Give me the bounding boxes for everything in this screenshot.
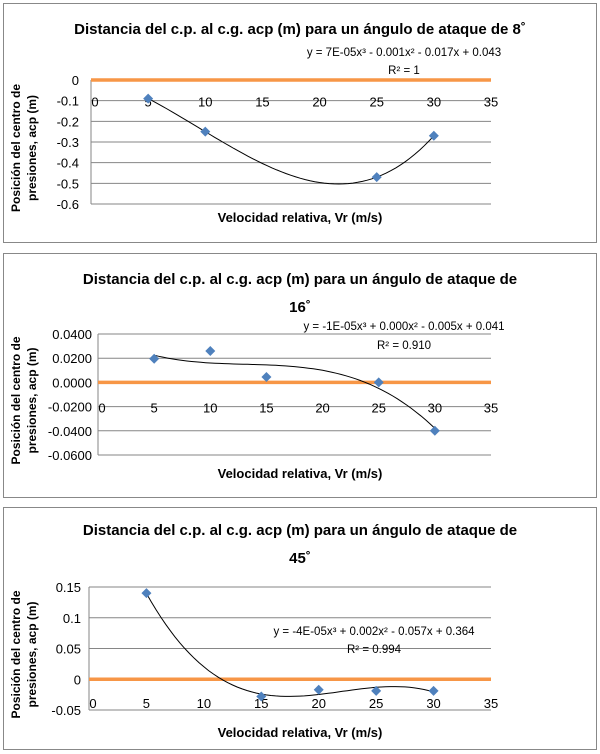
chart-1: Distancia del c.p. al c.g. acp (m) para … [3,3,597,243]
x-tick-label: 30 [426,696,440,711]
trendline-r2: R² = 0.910 [377,340,431,352]
y-tick-label: 0 [72,73,79,88]
data-point [428,685,439,696]
trendline [145,593,434,697]
x-tick-label: 25 [369,696,383,711]
x-axis-title: Velocidad relativa, Vr (m/s) [218,466,383,481]
trendline-r2: R² = 1 [388,65,420,77]
trendline-equation: y = 7E-05x³ - 0.001x² - 0.017x + 0.043 [307,47,501,59]
chart-2: Distancia del c.p. al c.g. acp (m) para … [3,253,597,498]
data-point [371,172,382,183]
y-tick-label: 0 [74,672,81,687]
y-tick-label: -0.0200 [48,400,92,415]
data-point [261,371,272,382]
x-tick-label: 35 [484,95,498,110]
x-tick-label: 0 [89,696,96,711]
y-axis-title: Posición del centro de [9,590,23,718]
x-tick-label: 20 [311,696,325,711]
trendline-equation: y = -4E-05x³ + 0.002x² - 0.057x + 0.364 [273,626,475,638]
trendline-r2: R² = 0.994 [347,644,402,656]
x-tick-label: 0 [98,401,105,416]
y-tick-label: -0.0600 [48,448,92,463]
x-tick-label: 30 [428,401,442,416]
chart-title: 45˚ [289,550,311,567]
y-tick-label: 0.0000 [52,375,92,390]
data-point [143,93,154,104]
x-tick-label: 30 [427,95,441,110]
y-axis-title: presiones, acp (m) [25,95,39,201]
data-point [205,345,216,356]
chart-2-svg: Distancia del c.p. al c.g. acp (m) para … [9,271,517,481]
y-tick-label: 0.15 [56,580,81,595]
y-tick-label: -0.0400 [48,424,92,439]
x-tick-label: 25 [371,401,385,416]
data-point [149,353,160,364]
x-tick-label: 15 [259,401,273,416]
chart-title: Distancia del c.p. al c.g. acp (m) para … [83,271,517,288]
data-point [256,691,267,702]
y-tick-label: -0.6 [57,197,79,212]
x-tick-label: 35 [484,401,498,416]
y-tick-label: -0.5 [57,176,79,191]
x-axis-title: Velocidad relativa, Vr (m/s) [218,725,383,740]
y-tick-label: -0.2 [57,114,79,129]
y-tick-label: -0.05 [51,703,81,718]
y-axis-title: presiones, acp (m) [25,347,39,453]
x-tick-label: 20 [312,95,326,110]
data-point [141,588,152,599]
chart-title: Distancia del c.p. al c.g. acp (m) para … [83,522,517,539]
y-tick-label: 0.0200 [52,351,92,366]
x-tick-label: 15 [255,95,269,110]
data-point [428,130,439,141]
chart-3: Distancia del c.p. al c.g. acp (m) para … [3,507,597,750]
trendline-equation: y = -1E-05x³ + 0.000x² - 0.005x + 0.041 [303,321,504,333]
y-tick-label: 0.1 [63,611,81,626]
trendline [153,354,436,429]
x-tick-label: 15 [254,696,268,711]
y-tick-label: -0.1 [57,94,79,109]
x-tick-label: 25 [369,95,383,110]
x-tick-label: 5 [151,401,158,416]
data-point [373,377,384,388]
x-tick-label: 0 [91,95,98,110]
data-point [429,425,440,436]
y-axis-title: Posición del centro de [9,84,23,212]
y-axis-title: presiones, acp (m) [25,601,39,707]
y-tick-label: 0.0400 [52,327,92,342]
chart-3-svg: Distancia del c.p. al c.g. acp (m) para … [9,522,517,740]
trendline [147,98,435,185]
x-tick-label: 5 [143,696,150,711]
x-axis-title: Velocidad relativa, Vr (m/s) [218,210,383,225]
data-point [371,685,382,696]
y-axis-title: Posición del centro de [9,336,23,464]
y-tick-label: -0.3 [57,135,79,150]
x-tick-label: 20 [315,401,329,416]
data-point [200,126,211,137]
x-tick-label: 10 [198,95,212,110]
chart-1-svg: Distancia del c.p. al c.g. acp (m) para … [9,21,526,225]
data-point [313,684,324,695]
x-tick-label: 10 [197,696,211,711]
x-tick-label: 35 [484,696,498,711]
chart-title: 16˚ [289,299,311,316]
y-tick-label: 0.05 [56,642,81,657]
y-tick-label: -0.4 [57,156,79,171]
x-tick-label: 10 [203,401,217,416]
chart-title: Distancia del c.p. al c.g. acp (m) para … [74,21,526,38]
